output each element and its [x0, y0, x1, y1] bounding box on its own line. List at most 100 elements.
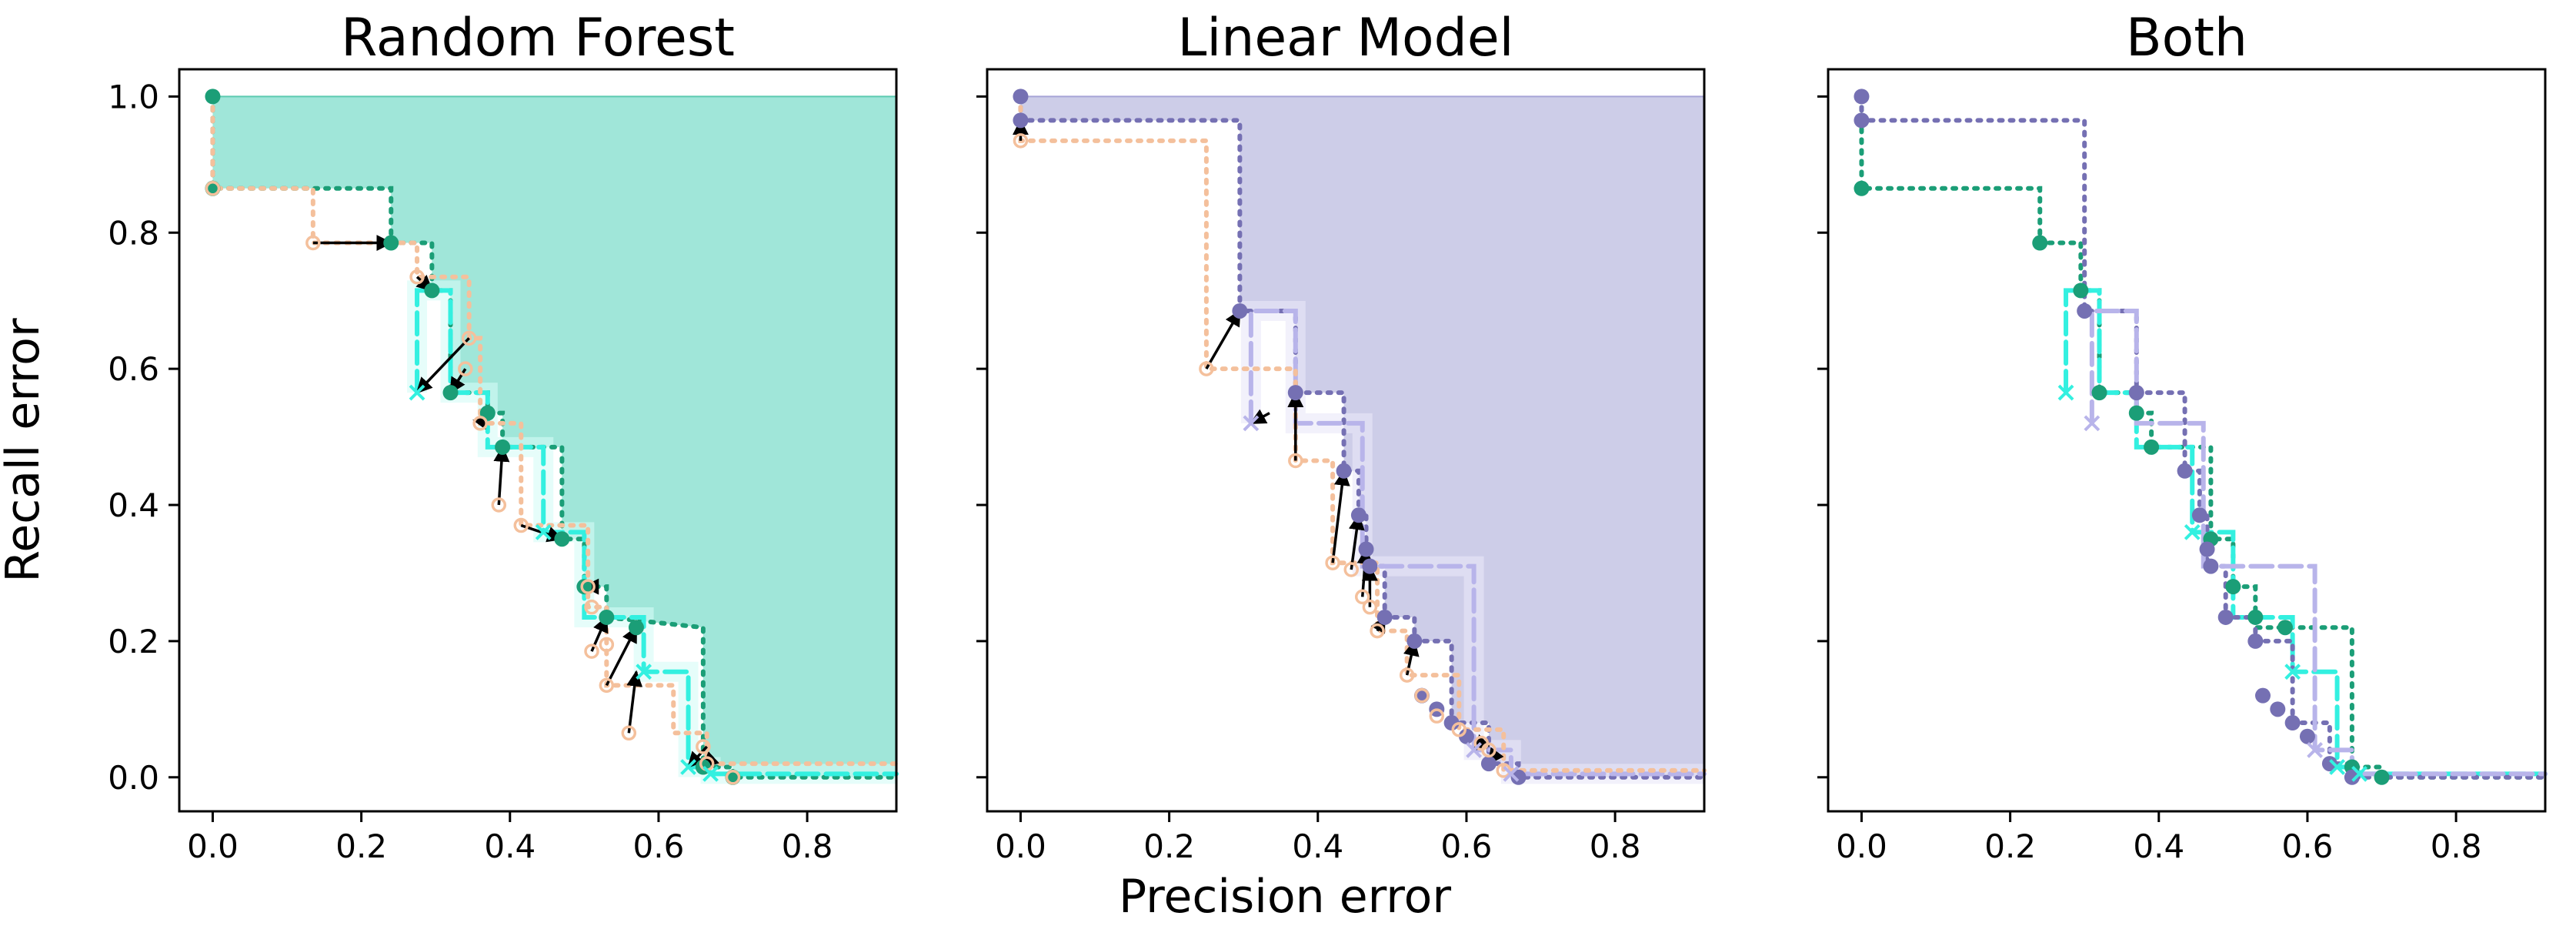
lm-point: [2177, 463, 2193, 479]
baseline-point: [599, 677, 615, 694]
optimized-point: [1232, 303, 1248, 319]
alternative-point: [535, 523, 552, 540]
x-tick-label: 0.8: [2431, 827, 2482, 865]
baseline-point: [621, 725, 637, 741]
panel-title: Linear Model: [1177, 8, 1513, 69]
baseline-point: [725, 770, 741, 785]
optimized-point: [1480, 756, 1497, 772]
optimized-point: [1013, 89, 1029, 105]
baseline-point: [513, 517, 529, 533]
rf-point: [2247, 609, 2264, 625]
alternative-point: [1243, 415, 1260, 432]
optimized-point: [442, 385, 459, 401]
optimized-point: [1358, 541, 1374, 557]
baseline-point: [584, 644, 599, 659]
x-tick-label: 0.8: [1590, 827, 1641, 865]
shared-y-axis-label: Recall error: [0, 318, 50, 583]
x-tick-label: 0.6: [2282, 827, 2334, 865]
lm-point: [2254, 687, 2271, 704]
panel-title: Both: [2126, 8, 2247, 69]
baseline-point: [205, 181, 221, 196]
lm-point: [1854, 112, 1870, 129]
baseline-point: [580, 579, 596, 594]
rf-point: [2091, 385, 2107, 401]
baseline-point: [1451, 722, 1467, 737]
baseline-point: [1362, 599, 1378, 615]
lm-point: [2191, 507, 2207, 523]
lm-point: [2077, 303, 2093, 319]
y-tick-label: 0.6: [108, 350, 159, 388]
lm-point: [2217, 609, 2234, 625]
rf-point: [2374, 769, 2390, 785]
optimized-point: [495, 439, 511, 455]
lm-point: [2284, 715, 2301, 731]
improvement-arrow: [493, 445, 510, 506]
baseline-point: [1399, 667, 1415, 683]
optimized-point: [1287, 385, 1303, 401]
alternative-point: [2329, 759, 2345, 775]
shared-x-axis-label: Precision error: [1119, 870, 1451, 924]
optimized-point: [383, 235, 399, 251]
panel-1: Linear Model 0.0 0.2 0.4 0.6 0.8: [976, 8, 1707, 865]
rf-point: [2277, 620, 2293, 636]
x-tick-label: 0.6: [1441, 827, 1493, 865]
baseline-point: [1199, 361, 1214, 376]
optimized-point: [554, 531, 570, 547]
y-tick-label: 1.0: [108, 78, 159, 115]
baseline-point: [1325, 555, 1340, 570]
lm-point: [1854, 89, 1870, 105]
optimized-point: [1376, 609, 1393, 625]
x-tick-label: 0.4: [2133, 827, 2184, 865]
baseline-point: [458, 361, 473, 376]
optimized-point: [1350, 507, 1366, 523]
x-tick-label: 0.2: [1984, 827, 2036, 865]
lm-point: [2128, 385, 2144, 401]
alternative-point: [2284, 664, 2301, 680]
baseline-point: [491, 497, 507, 513]
axes-frame: [1827, 68, 2547, 813]
alternative-point: [2057, 384, 2074, 401]
rf-point: [2225, 579, 2241, 595]
rf-point: [2073, 282, 2089, 299]
baseline-point: [1354, 589, 1370, 605]
alternative-point: [2184, 523, 2201, 540]
x-tick-label: 0.4: [484, 827, 536, 865]
axes-frame: [178, 68, 898, 813]
lm-point: [2203, 558, 2219, 574]
lm-point: [2247, 633, 2264, 649]
optimized-point: [599, 609, 615, 625]
optimized-point: [1013, 112, 1029, 129]
baseline-point: [1414, 687, 1430, 704]
rf-point: [2128, 405, 2144, 421]
baseline-point: [696, 739, 711, 754]
panels: Random Forest 0.0 0.2 0.4 0.6 0.8 0.0 0.2 0.4 0.6…: [108, 8, 2548, 865]
baseline-point: [1013, 133, 1029, 149]
y-tick-label: 0.2: [108, 623, 159, 660]
improvement-arrow: [1331, 469, 1350, 563]
panel-0: Random Forest 0.0 0.2 0.4 0.6 0.8 0.0 0.2 0.4 0.6…: [108, 8, 899, 865]
x-tick-label: 0.2: [1143, 827, 1195, 865]
alternative-point: [702, 765, 719, 782]
optimized-point: [1362, 558, 1378, 574]
alternative-point: [1466, 741, 1483, 758]
lm-point: [2199, 541, 2215, 557]
optimized-point: [1443, 715, 1460, 731]
improvement-arrow: [1205, 309, 1241, 370]
x-tick-label: 0.0: [187, 827, 239, 865]
optimized-point: [1336, 463, 1352, 479]
optimized-point: [1458, 728, 1474, 744]
panel-title: Random Forest: [341, 8, 735, 69]
baseline-point: [305, 235, 321, 251]
baseline-point: [1429, 708, 1445, 724]
x-tick-label: 0.2: [335, 827, 387, 865]
optimized-point: [576, 579, 592, 595]
x-tick-label: 0.6: [633, 827, 685, 865]
lm-point: [2299, 728, 2315, 744]
baseline-point: [409, 269, 425, 285]
alternative-point: [636, 664, 652, 680]
alternative-point: [409, 384, 425, 401]
alternative-point: [2084, 415, 2101, 432]
alternative-point: [2307, 741, 2324, 758]
baseline-point: [472, 416, 488, 431]
